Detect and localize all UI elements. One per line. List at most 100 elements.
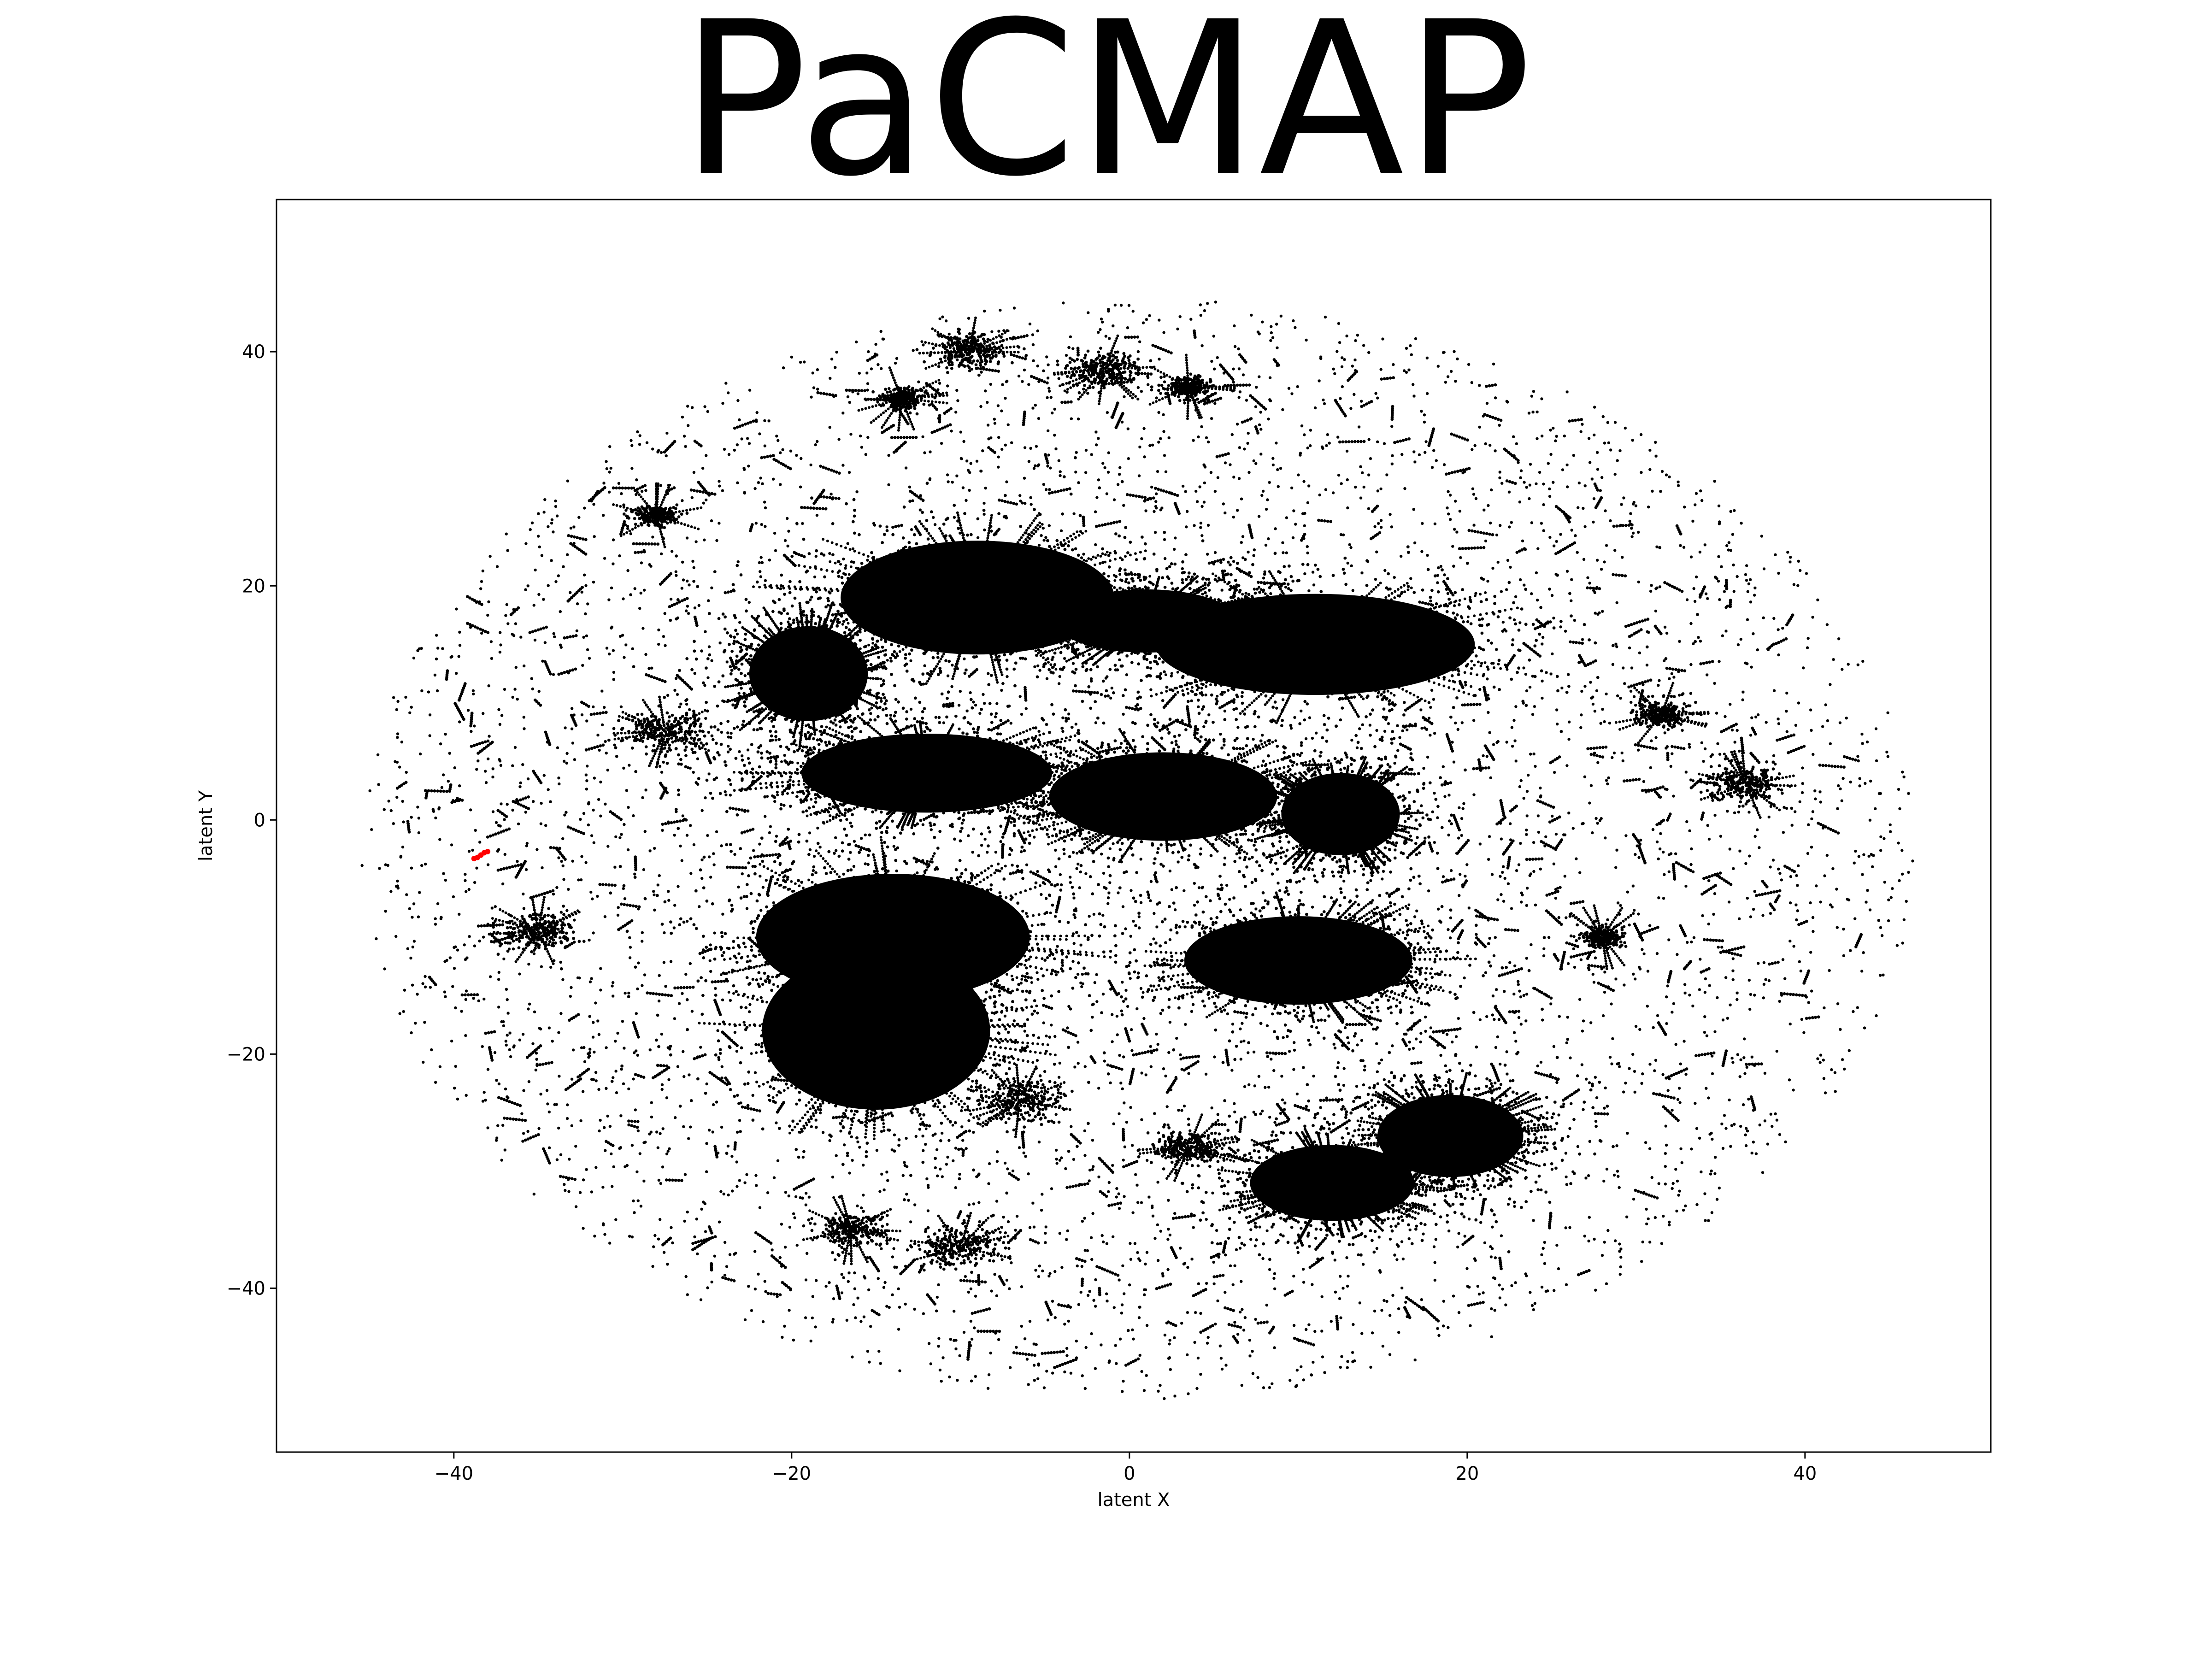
scatter-point: [1616, 901, 1620, 905]
scatter-point: [905, 1193, 908, 1196]
scatter-point: [1126, 1329, 1130, 1332]
scatter-point: [1509, 565, 1512, 569]
scatter-point: [547, 788, 550, 791]
scatter-point: [1142, 1389, 1146, 1392]
scatter-point: [858, 1146, 861, 1149]
scatter-point: [1259, 1112, 1262, 1116]
scatter-point: [1544, 1289, 1548, 1293]
scatter-point: [1091, 1168, 1094, 1171]
scatter-point: [710, 1280, 713, 1284]
scatter-point: [1159, 1230, 1162, 1233]
scatter-point: [1454, 500, 1457, 503]
scatter-point: [1341, 356, 1344, 359]
scatter-point: [1115, 1195, 1118, 1199]
scatter-point: [523, 664, 526, 668]
scatter-point: [1059, 474, 1062, 477]
scatter-point: [1557, 1267, 1560, 1271]
scatter-point: [1149, 984, 1153, 988]
scatter-point: [1797, 701, 1800, 705]
scatter-point: [912, 349, 915, 352]
scatter-point: [1224, 1364, 1228, 1367]
scatter-point: [1218, 1344, 1222, 1347]
scatter-point: [1781, 958, 1785, 961]
scatter-point: [567, 888, 570, 891]
scatter-point: [680, 587, 684, 590]
scatter-point: [764, 1290, 767, 1293]
scatter-point: [1149, 688, 1153, 691]
scatter-point: [1168, 1021, 1172, 1024]
scatter-point: [700, 858, 704, 862]
scatter-point: [1125, 673, 1129, 677]
scatter-point: [628, 764, 631, 767]
scatter-point: [405, 771, 408, 774]
scatter-point: [495, 1079, 498, 1082]
scatter-point: [497, 708, 500, 712]
scatter-point: [685, 698, 688, 701]
scatter-point: [1652, 1026, 1655, 1030]
scatter-point: [1312, 1360, 1315, 1364]
scatter-point: [1592, 520, 1595, 524]
scatter-point: [1159, 1012, 1162, 1015]
scatter-point: [1564, 1226, 1567, 1230]
scatter-point: [718, 641, 722, 645]
scatter-point: [1849, 780, 1852, 784]
scatter-point: [1508, 1079, 1512, 1082]
scatter-point: [1367, 351, 1371, 354]
scatter-point: [464, 873, 467, 876]
scatter-point: [1165, 1105, 1169, 1108]
scatter-point: [1000, 688, 1003, 692]
scatter-point: [1699, 640, 1702, 643]
scatter-point: [1738, 917, 1741, 920]
scatter-point: [1883, 881, 1886, 884]
scatter-point: [1336, 1232, 1339, 1235]
scatter-point: [1156, 851, 1159, 854]
scatter-point: [913, 1203, 917, 1206]
scatter-point: [1594, 1288, 1597, 1292]
scatter-point: [1640, 1082, 1643, 1085]
scatter-point: [1525, 790, 1529, 793]
scatter-point: [1115, 1362, 1118, 1365]
scatter-point: [1129, 1106, 1132, 1109]
scatter-point: [1164, 1074, 1167, 1078]
scatter-point: [1605, 1282, 1608, 1285]
scatter-point: [759, 556, 763, 559]
scatter-point: [685, 919, 689, 923]
scatter-point: [1686, 941, 1689, 944]
scatter-point: [612, 562, 615, 565]
scatter-point: [1290, 486, 1294, 490]
scatter-point: [1270, 325, 1273, 328]
scatter-point: [870, 706, 873, 710]
scatter-point: [629, 439, 633, 442]
scatter-point: [1501, 620, 1505, 624]
scatter-point: [835, 351, 838, 354]
scatter-point: [1815, 884, 1818, 888]
scatter-point: [973, 1326, 976, 1330]
scatter-point: [1639, 433, 1643, 436]
scatter-point: [1565, 463, 1569, 467]
scatter-point: [696, 1252, 699, 1256]
scatter-point: [1433, 1074, 1436, 1077]
scatter-point: [1200, 534, 1204, 537]
scatter-point: [1232, 515, 1235, 519]
scatter-point: [1678, 1189, 1681, 1193]
scatter-point: [1044, 536, 1047, 539]
scatter-point: [1091, 1016, 1094, 1019]
scatter-point: [752, 849, 755, 852]
scatter-point: [1053, 1035, 1057, 1038]
scatter-point: [593, 777, 596, 780]
scatter-point: [1731, 1061, 1735, 1064]
scatter-point: [1069, 1371, 1073, 1375]
scatter-point: [1272, 1277, 1276, 1280]
scatter-point: [1573, 965, 1577, 969]
scatter-point: [1248, 1339, 1252, 1342]
scatter-point: [1168, 1339, 1171, 1342]
scatter-point: [1861, 873, 1864, 876]
scatter-point: [542, 598, 545, 601]
scatter-point: [546, 1102, 549, 1106]
scatter-point: [1320, 1330, 1324, 1333]
scatter-point: [1021, 910, 1024, 913]
scatter-point: [1515, 442, 1518, 446]
scatter-point: [1736, 643, 1740, 647]
scatter-point: [1276, 346, 1279, 349]
scatter-point: [1788, 1078, 1791, 1082]
